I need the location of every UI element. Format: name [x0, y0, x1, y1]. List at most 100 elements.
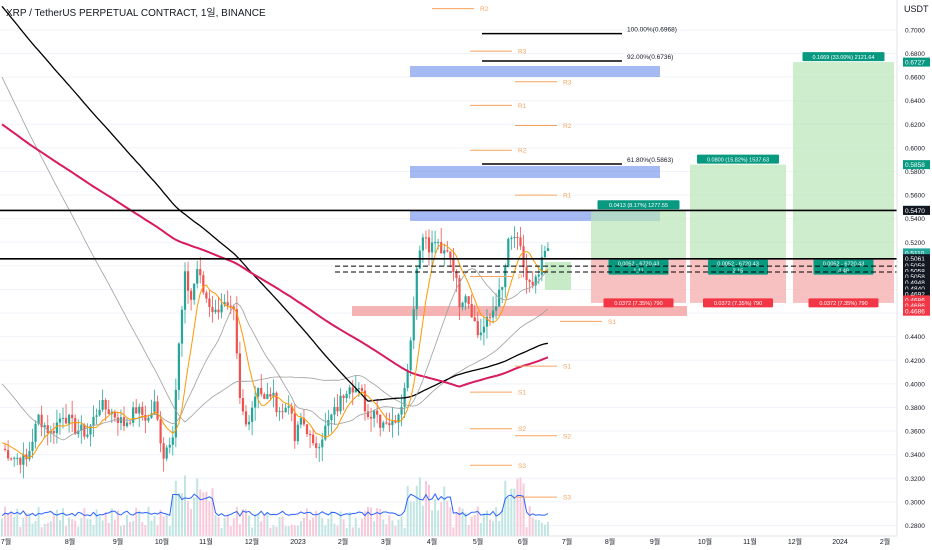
- candle-body: [95, 415, 98, 417]
- candle-body: [177, 343, 180, 390]
- candle-body: [132, 407, 135, 423]
- price-badge-label: 0.4686: [905, 297, 925, 304]
- time-tick-label: 2월: [880, 537, 890, 546]
- volume-bar: [293, 525, 296, 536]
- candle-body: [302, 418, 306, 425]
- chart-overlay-labels: R2 R3 R3 R1 R2 R2 R1 P S1 S1 S1 S2 S2 S3 S3: [480, 6, 616, 502]
- candle-body: [351, 387, 354, 393]
- candle-body: [83, 424, 86, 437]
- candle-body: [385, 422, 388, 424]
- candle-body: [382, 422, 385, 428]
- candle-body: [165, 447, 168, 459]
- time-tick-label: 9월: [650, 537, 660, 546]
- supply-zone-blue: [410, 166, 660, 178]
- candle-body: [449, 251, 452, 260]
- candle-body: [315, 443, 318, 448]
- volume-bar: [482, 513, 485, 536]
- ma-gray-short-line: [1, 268, 549, 441]
- volume-bar: [187, 501, 190, 536]
- candle-body: [318, 447, 321, 449]
- candle-body: [244, 411, 248, 425]
- trade-entry-badge: [708, 259, 768, 275]
- volume-bar: [397, 519, 400, 536]
- volume-bar: [269, 527, 272, 536]
- volume-bar: [278, 517, 281, 536]
- price-tick-label: 0.3400: [905, 452, 925, 459]
- volume-bar: [489, 519, 491, 536]
- candle-body: [412, 309, 415, 341]
- trade-entry-label: 0.0052 - 6720.43: [823, 262, 865, 268]
- volume-bar: [132, 520, 135, 536]
- time-tick-label: 11월: [743, 537, 757, 546]
- candle-body: [190, 290, 193, 300]
- volume-bar: [150, 520, 153, 536]
- volume-bar: [55, 509, 58, 536]
- candle-body: [43, 425, 46, 428]
- candle-body: [7, 449, 10, 459]
- candle-body: [25, 454, 28, 460]
- candle-body: [208, 298, 211, 307]
- volume-bar: [287, 526, 290, 536]
- candle-body: [275, 392, 278, 413]
- candle-body: [229, 305, 232, 307]
- candle-body: [113, 411, 116, 418]
- pivot-label: P: [518, 274, 522, 281]
- pivot-label: S1: [563, 364, 571, 371]
- volume-bar: [339, 511, 342, 536]
- volume-bar: [223, 517, 226, 536]
- trade-entry-label: 0.0052 - 6720.43: [618, 262, 660, 268]
- volume-bar: [138, 510, 141, 536]
- candle-body: [196, 269, 199, 284]
- volume-bar: [208, 501, 211, 536]
- time-tick-label: 2024: [832, 539, 848, 546]
- volume-bar: [129, 521, 132, 536]
- candle-body: [13, 457, 16, 459]
- trade-target-label: 0.1669 (33.00%) 2121.64: [812, 55, 874, 61]
- time-tick-label: 8월: [65, 537, 75, 546]
- price-badge-label: 0.4948: [905, 280, 925, 287]
- volume-bar: [504, 480, 507, 536]
- chart-title: XRP / TetherUS PERPETUAL CONTRACT, 1일, B…: [6, 8, 266, 19]
- volume-bar: [479, 522, 482, 536]
- volume-bar: [58, 520, 61, 536]
- price-tick-label: 0.4000: [905, 381, 925, 388]
- volume-bar: [476, 506, 479, 536]
- candle-body: [272, 392, 275, 397]
- price-badge-label: 0.5858: [905, 162, 925, 169]
- volume-bar: [492, 521, 495, 536]
- candle-body: [519, 237, 522, 247]
- volume-bar: [443, 486, 446, 536]
- price-tick-label: 0.6400: [905, 98, 925, 105]
- volume-bar: [370, 507, 373, 536]
- candle-body: [540, 257, 543, 275]
- candle-body: [534, 276, 537, 286]
- candle-body: [284, 407, 287, 413]
- ma-red-line: [1, 123, 549, 388]
- volume-bar: [336, 525, 339, 536]
- time-tick-label: 7월: [562, 537, 572, 546]
- volume-bar: [324, 525, 327, 536]
- moving-averages: [1, 5, 549, 459]
- volume-bar: [28, 513, 31, 536]
- volume-bar: [52, 514, 55, 536]
- time-tick-label: 9월: [113, 537, 123, 546]
- ma-black-line: [1, 5, 549, 402]
- candle-body: [68, 414, 71, 424]
- candle-body: [214, 309, 217, 313]
- pivot-label: R2: [563, 123, 572, 130]
- volume-bar: [180, 493, 183, 536]
- volume-bar: [86, 519, 89, 536]
- candle-body: [324, 425, 327, 440]
- volume-bar: [284, 526, 287, 536]
- volume-bar: [71, 519, 74, 536]
- chart-levels: 100.00%(0.6968) 92.00%(0.6736) 61.80%(0.58…: [0, 8, 897, 498]
- candle-body: [107, 409, 110, 415]
- volume-bar: [248, 515, 251, 536]
- volume-bar: [260, 521, 263, 536]
- current-position-green: [545, 262, 571, 290]
- price-tick-label: 0.5200: [905, 240, 925, 247]
- price-tick-label: 0.3200: [905, 476, 925, 483]
- candle-body: [46, 425, 49, 434]
- candle-body: [342, 395, 345, 398]
